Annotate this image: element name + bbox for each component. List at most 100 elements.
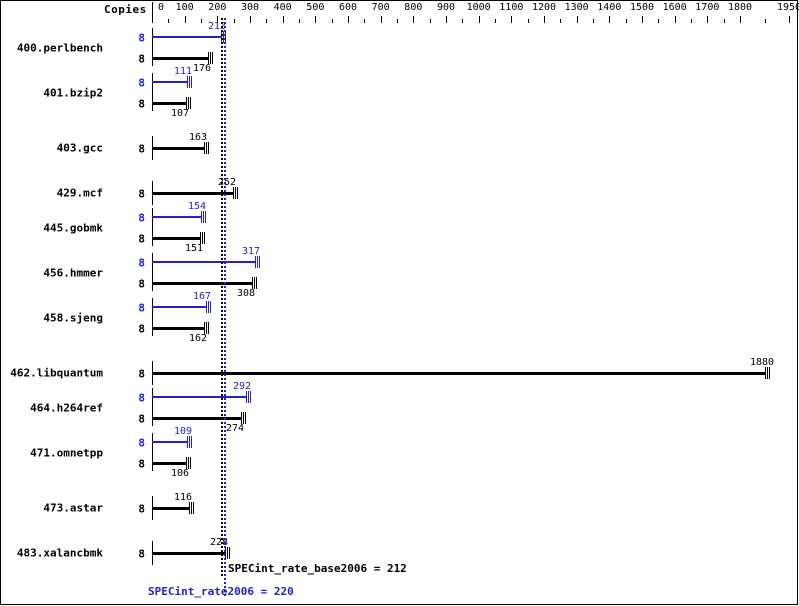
- peak-copies-value: 8: [138, 301, 145, 315]
- bar-end-marker: [243, 412, 244, 424]
- base-value-label: 151: [185, 243, 204, 254]
- peak-value-label: 109: [174, 426, 193, 437]
- benchmark-label: 445.gobmk: [43, 221, 103, 234]
- base-bar: [152, 147, 205, 150]
- base-value-label: 308: [237, 288, 256, 299]
- axis-tick-label: 1500: [629, 2, 655, 13]
- axis-tick-label: 1700: [695, 2, 720, 13]
- bar-end-marker: [190, 457, 191, 469]
- base-mean-line: [221, 18, 223, 578]
- axis-major-tick: [446, 16, 447, 23]
- axis-tick-label: 800: [404, 2, 423, 13]
- axis-tick-label: 1200: [531, 2, 557, 13]
- benchmark-label: 429.mcf: [56, 186, 103, 200]
- bar-end-marker: [765, 367, 766, 379]
- bar-end-marker: [204, 322, 205, 334]
- axis-major-tick: [544, 16, 545, 23]
- base-copies-value: 8: [138, 412, 145, 426]
- axis-major-tick: [315, 16, 316, 23]
- axis-major-tick: [185, 16, 186, 23]
- axis-major-tick: [152, 16, 153, 23]
- benchmark-label: 462.libquantum: [10, 366, 103, 380]
- bar-end-marker: [210, 52, 211, 64]
- axis-major-tick: [642, 16, 643, 23]
- base-copies-value: 8: [138, 457, 145, 471]
- axis-tick-label: 0: [157, 2, 165, 13]
- bar-end-marker: [245, 412, 246, 424]
- peak-value-label: 213: [208, 21, 227, 32]
- row-origin-stem: [152, 28, 153, 66]
- base-bar: [152, 192, 234, 195]
- benchmark-label: 464.h264ref: [30, 401, 103, 414]
- base-bar: [152, 327, 205, 330]
- benchmark-label: 471.omnetpp: [30, 446, 103, 459]
- peak-value-label: 167: [193, 291, 212, 302]
- bar-end-marker: [212, 52, 213, 64]
- axis-tick-label: 1800: [727, 2, 753, 13]
- peak-bar: [152, 216, 202, 218]
- bar-end-marker: [202, 232, 203, 244]
- axis-minor-tick: [266, 19, 267, 23]
- bar-end-marker: [246, 391, 247, 403]
- bar-end-marker: [191, 436, 192, 448]
- axis-tick-label: 1950: [776, 2, 799, 13]
- axis-minor-tick: [560, 19, 561, 23]
- axis-minor-tick: [593, 19, 594, 23]
- row-origin-stem: [152, 298, 153, 336]
- row-origin-stem: [152, 253, 153, 291]
- base-value-label: 163: [189, 132, 208, 143]
- bar-end-marker: [186, 97, 187, 109]
- axis-major-tick: [479, 16, 480, 23]
- bar-end-marker: [204, 232, 205, 244]
- axis-tick-label: 1600: [662, 2, 687, 13]
- bar-end-marker: [233, 187, 234, 199]
- copies-header: Copies: [104, 3, 147, 16]
- axis-vertical-line: [152, 2, 153, 17]
- axis-tick-label: 1300: [564, 2, 589, 13]
- peak-copies-value: 8: [138, 31, 145, 45]
- peak-copies-value: 8: [138, 436, 145, 450]
- axis-minor-tick: [765, 19, 766, 23]
- base-copies-value: 8: [138, 97, 145, 111]
- peak-copies-value: 8: [138, 211, 145, 225]
- base-bar: [152, 417, 242, 420]
- axis-tick-label: 100: [175, 2, 194, 13]
- base-bar: [152, 237, 201, 240]
- bar-end-marker: [190, 97, 191, 109]
- axis-tick-label: 400: [273, 2, 292, 13]
- base-copies-value: 8: [138, 187, 145, 201]
- bar-end-marker: [189, 436, 190, 448]
- bar-end-marker: [206, 142, 207, 154]
- peak-bar: [152, 441, 188, 443]
- row-origin-stem: [152, 73, 153, 111]
- peak-value-label: 317: [242, 246, 261, 257]
- bar-end-marker: [227, 547, 228, 559]
- axis-major-tick: [283, 16, 284, 23]
- axis-minor-tick: [234, 19, 235, 23]
- peak-copies-value: 8: [138, 76, 145, 90]
- benchmark-label: 400.perlbench: [16, 41, 103, 54]
- base-copies-value: 8: [138, 502, 145, 516]
- axis-tick-label: 300: [240, 2, 260, 13]
- base-value-label: 1880: [750, 357, 775, 368]
- peak-value-label: 111: [174, 66, 193, 77]
- axis-tick-label: 700: [371, 2, 390, 13]
- peak-copies-value: 8: [138, 256, 145, 270]
- bar-end-marker: [208, 142, 209, 154]
- axis-minor-tick: [658, 19, 659, 23]
- base-copies-value: 8: [138, 322, 145, 336]
- bar-end-marker: [187, 436, 188, 448]
- peak-bar: [152, 306, 207, 308]
- bar-end-marker: [188, 97, 189, 109]
- peak-copies-value: 8: [138, 391, 145, 405]
- base-bar: [152, 57, 209, 60]
- bar-end-marker: [769, 367, 770, 379]
- bar-end-marker: [191, 502, 192, 514]
- benchmark-label: 403.gcc: [56, 141, 103, 155]
- bar-end-marker: [208, 322, 209, 334]
- bar-end-marker: [188, 457, 189, 469]
- axis-tick-label: 200: [208, 2, 227, 13]
- axis-minor-tick: [364, 19, 365, 23]
- base-copies-value: 8: [138, 232, 145, 246]
